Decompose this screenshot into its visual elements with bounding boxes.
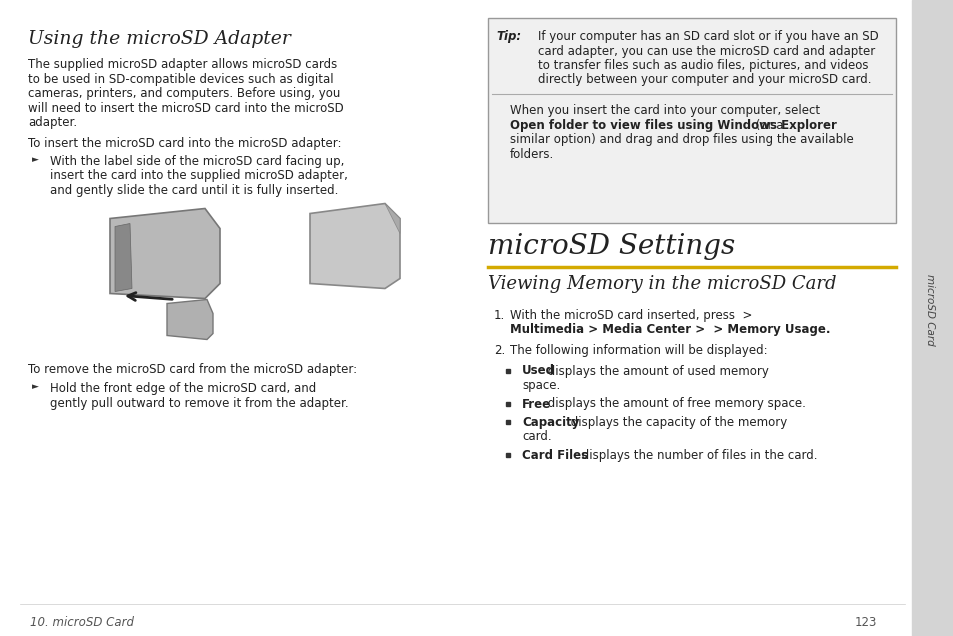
Text: The following information will be displayed:: The following information will be displa… [510,344,767,357]
Text: Card Files: Card Files [521,449,587,462]
Text: Using the microSD Adapter: Using the microSD Adapter [28,30,291,48]
Text: Open folder to view files using Windows Explorer: Open folder to view files using Windows … [510,118,836,132]
Text: card.: card. [521,431,551,443]
Text: Multimedia > Media Center >  > Memory Usage.: Multimedia > Media Center > > Memory Usa… [510,324,830,336]
Text: adapter.: adapter. [28,116,77,129]
Text: Capacity: Capacity [521,416,578,429]
Text: insert the card into the supplied microSD adapter,: insert the card into the supplied microS… [50,170,348,183]
Text: microSD Card: microSD Card [924,274,934,346]
Text: ►: ► [32,382,39,391]
Text: folders.: folders. [510,148,554,160]
Text: Viewing Memory in the microSD Card: Viewing Memory in the microSD Card [488,275,836,293]
Text: Used: Used [521,364,555,378]
Polygon shape [385,204,399,233]
Text: The supplied microSD adapter allows microSD cards: The supplied microSD adapter allows micr… [28,58,337,71]
Bar [505,401,510,406]
Bar [505,368,510,373]
Polygon shape [167,300,213,340]
Text: displays the amount of free memory space.: displays the amount of free memory space… [544,398,805,410]
Text: displays the amount of used memory: displays the amount of used memory [544,364,768,378]
Bar [505,453,510,457]
Text: If your computer has an SD card slot or if you have an SD: If your computer has an SD card slot or … [537,30,878,43]
Text: 123: 123 [854,616,877,629]
Text: cameras, printers, and computers. Before using, you: cameras, printers, and computers. Before… [28,87,340,100]
Text: Free: Free [521,398,551,410]
Text: space.: space. [521,379,559,392]
Text: When you insert the card into your computer, select: When you insert the card into your compu… [510,104,820,117]
Text: (or a: (or a [752,118,783,132]
Bar [488,18,895,223]
Text: 2.: 2. [494,344,505,357]
Text: and gently slide the card until it is fully inserted.: and gently slide the card until it is fu… [50,184,338,197]
Text: directly between your computer and your microSD card.: directly between your computer and your … [537,74,871,86]
Bar [911,0,953,636]
Polygon shape [110,209,220,298]
Text: card adapter, you can use the microSD card and adapter: card adapter, you can use the microSD ca… [537,45,874,57]
Polygon shape [310,204,399,289]
Text: To remove the microSD card from the microSD adapter:: To remove the microSD card from the micr… [28,364,356,377]
Bar [505,420,510,424]
Text: 10. microSD Card: 10. microSD Card [30,616,133,629]
Text: will need to insert the microSD card into the microSD: will need to insert the microSD card int… [28,102,343,114]
Text: to transfer files such as audio files, pictures, and videos: to transfer files such as audio files, p… [537,59,867,72]
Text: 1.: 1. [494,309,505,322]
Text: microSD Settings: microSD Settings [488,233,735,260]
Text: With the microSD card inserted, press  >: With the microSD card inserted, press > [510,309,752,322]
Text: to be used in SD-compatible devices such as digital: to be used in SD-compatible devices such… [28,73,334,85]
Text: displays the number of files in the card.: displays the number of files in the card… [578,449,817,462]
Text: Tip:: Tip: [496,30,520,43]
Text: To insert the microSD card into the microSD adapter:: To insert the microSD card into the micr… [28,137,341,149]
Text: displays the capacity of the memory: displays the capacity of the memory [566,416,786,429]
Text: Hold the front edge of the microSD card, and: Hold the front edge of the microSD card,… [50,382,315,395]
Polygon shape [115,223,132,291]
Text: ►: ► [32,155,39,164]
Text: similar option) and drag and drop files using the available: similar option) and drag and drop files … [510,133,853,146]
Text: gently pull outward to remove it from the adapter.: gently pull outward to remove it from th… [50,396,348,410]
Text: With the label side of the microSD card facing up,: With the label side of the microSD card … [50,155,344,168]
